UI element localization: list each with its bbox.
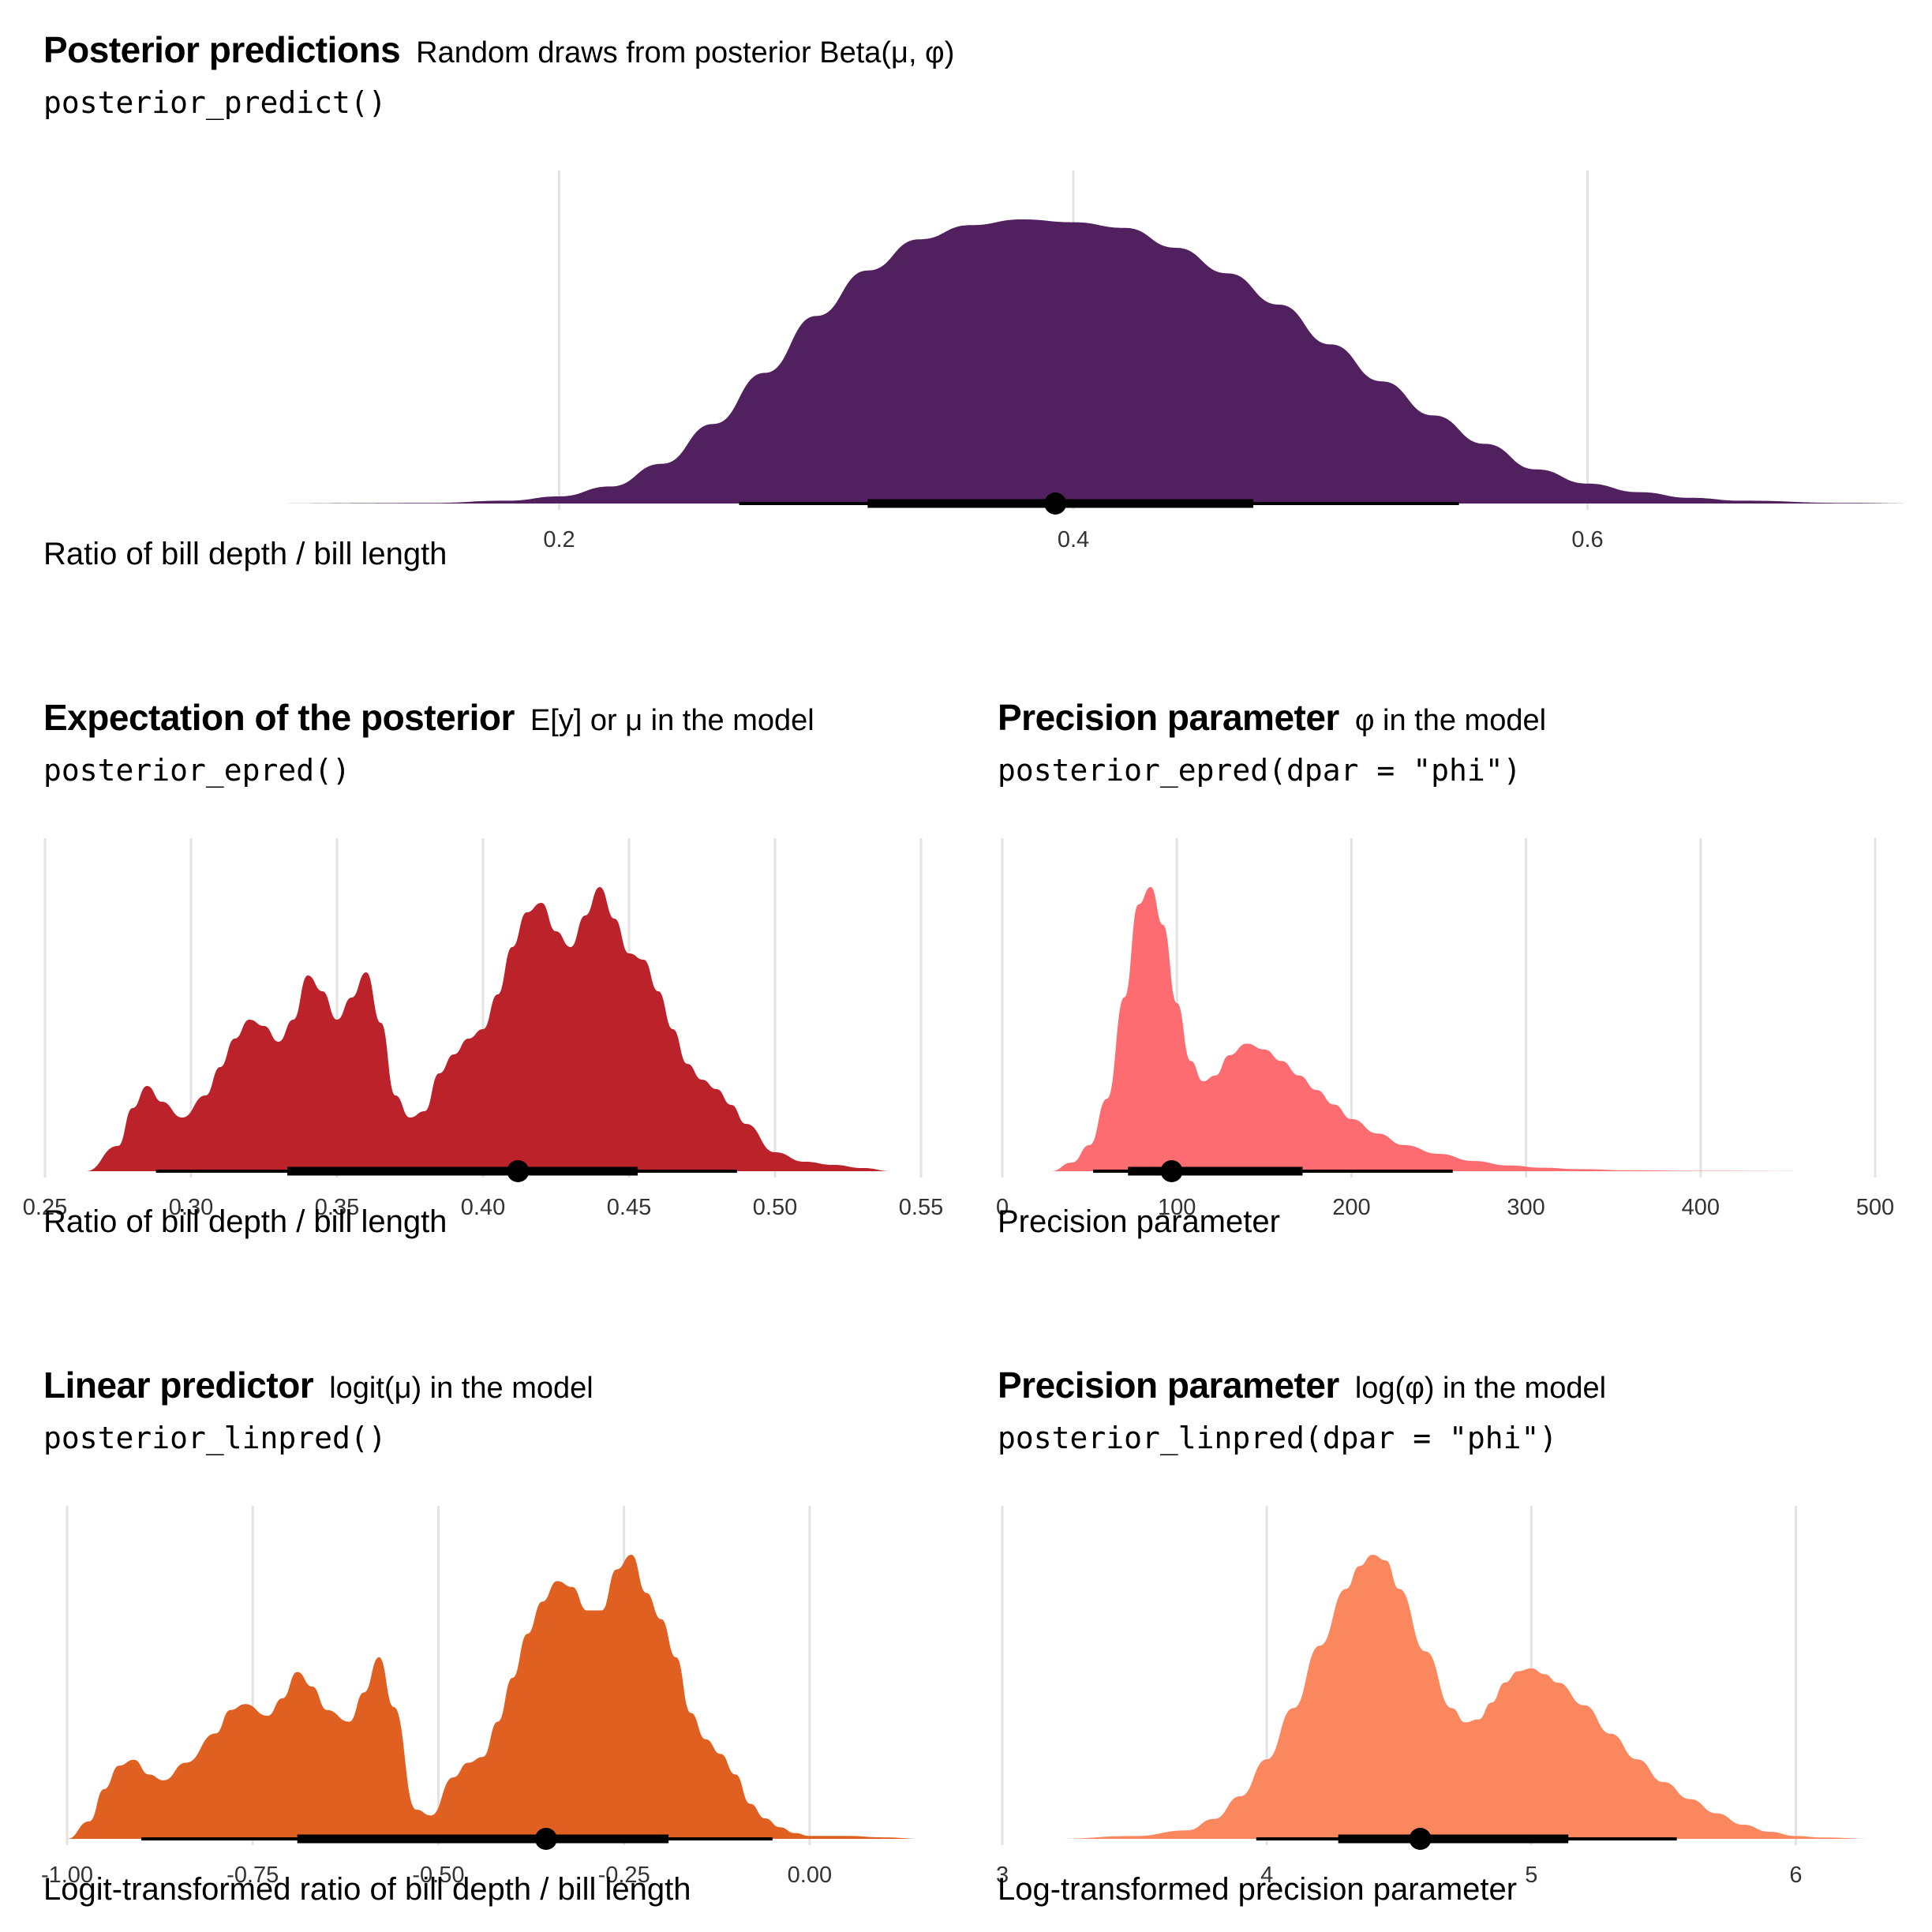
density-plot: 3 4 5 6 — [996, 1506, 1875, 1888]
density-area — [85, 887, 893, 1171]
density-area — [67, 1555, 921, 1839]
panel-title-row: Precision parameter log(φ) in the model — [998, 1367, 1606, 1403]
panel-title-row: Linear predictor logit(μ) in the model — [43, 1367, 593, 1403]
x-tick-label: 0.2 — [543, 527, 575, 552]
x-tick-label: 300 — [1507, 1195, 1544, 1220]
x-tick-label: 200 — [1332, 1195, 1370, 1220]
x-tick-label: 100 — [1158, 1195, 1196, 1220]
panel-posterior-epred-phi: Precision parameter φ in the model poster… — [996, 699, 1913, 1252]
panel-posterior-epred: Expectation of the posterior E[y] or μ in… — [23, 699, 959, 1252]
x-tick-label: 0.35 — [315, 1195, 359, 1220]
panel-subtitle: log(φ) in the model — [1354, 1372, 1607, 1405]
x-tick-label: -0.75 — [227, 1863, 279, 1888]
x-tick-label: 0.30 — [169, 1195, 213, 1220]
panel-code: posterior_epred(dpar = "phi") — [998, 753, 1522, 788]
x-axis-label: Precision parameter — [998, 1204, 1280, 1239]
panel-subtitle: φ in the model — [1354, 704, 1547, 737]
x-axis-label: Log-transformed precision parameter — [998, 1872, 1518, 1907]
x-tick-label: 400 — [1682, 1195, 1720, 1220]
point-estimate — [507, 1160, 530, 1182]
panel-title-row: Posterior predictions Random draws from p… — [43, 32, 954, 68]
panel-subtitle: E[y] or μ in the model — [530, 704, 814, 737]
x-tick-label: 0.6 — [1571, 527, 1603, 552]
x-tick-label: 0.25 — [23, 1195, 67, 1220]
density-plot: 0.25 0.30 0.35 0.40 0.45 0.50 0.55 — [23, 838, 943, 1220]
panel-code: posterior_linpred(dpar = "phi") — [998, 1421, 1558, 1455]
point-estimate — [1044, 492, 1067, 515]
x-tick-label: 6 — [1789, 1863, 1802, 1888]
x-tick-label: -0.50 — [412, 1863, 464, 1888]
x-tick-label: -1.00 — [41, 1863, 93, 1888]
x-tick-label: 3 — [996, 1863, 1009, 1888]
x-tick-label: 0.00 — [788, 1863, 832, 1888]
panel-code: posterior_epred() — [43, 753, 350, 788]
x-tick-label: 0.45 — [607, 1195, 651, 1220]
density-plot: -1.00 -0.75 -0.50 -0.25 0.00 — [41, 1506, 921, 1888]
panel-posterior-linpred-phi: Precision parameter log(φ) in the model p… — [996, 1367, 1913, 1919]
density-plot: 0.2 0.4 0.6 — [225, 170, 1922, 552]
x-tick-label: 5 — [1525, 1863, 1537, 1888]
panel-posterior-linpred: Linear predictor logit(μ) in the model po… — [41, 1367, 959, 1919]
panel-subtitle: Random draws from posterior Beta(μ, φ) — [416, 36, 955, 69]
x-tick-label: 0.40 — [461, 1195, 505, 1220]
panel-code: posterior_linpred() — [43, 1421, 387, 1455]
density-plot: 0 100 200 300 400 500 — [996, 838, 1894, 1220]
x-tick-label: 0 — [996, 1195, 1009, 1220]
x-axis-label: Ratio of bill depth / bill length — [43, 537, 447, 571]
density-area — [1055, 1555, 1875, 1839]
panel-posterior-predict: Posterior predictions Random draws from p… — [43, 32, 1922, 584]
x-tick-label: 0.55 — [899, 1195, 943, 1220]
panel-title: Precision parameter — [998, 697, 1339, 738]
x-tick-label: 0.50 — [753, 1195, 797, 1220]
x-tick-label: 0.4 — [1058, 527, 1089, 552]
density-area — [1050, 887, 1840, 1171]
density-area — [225, 219, 1922, 504]
panel-title: Linear predictor — [43, 1365, 314, 1406]
panel-title-row: Precision parameter φ in the model — [998, 699, 1546, 736]
panel-title: Posterior predictions — [43, 29, 401, 70]
point-estimate — [534, 1828, 557, 1850]
panel-title-row: Expectation of the posterior E[y] or μ in… — [43, 699, 814, 736]
point-estimate — [1160, 1160, 1183, 1182]
panel-code: posterior_predict() — [43, 85, 387, 120]
x-tick-label: 4 — [1260, 1863, 1273, 1888]
point-estimate — [1409, 1828, 1432, 1850]
panel-subtitle: logit(μ) in the model — [329, 1372, 593, 1405]
x-tick-label: -0.25 — [598, 1863, 650, 1888]
x-axis-label: Logit-transformed ratio of bill depth / … — [43, 1872, 691, 1907]
panel-title: Precision parameter — [998, 1365, 1339, 1406]
x-tick-label: 500 — [1856, 1195, 1894, 1220]
panel-title: Expectation of the posterior — [43, 697, 515, 738]
x-axis-label: Ratio of bill depth / bill length — [43, 1204, 447, 1239]
